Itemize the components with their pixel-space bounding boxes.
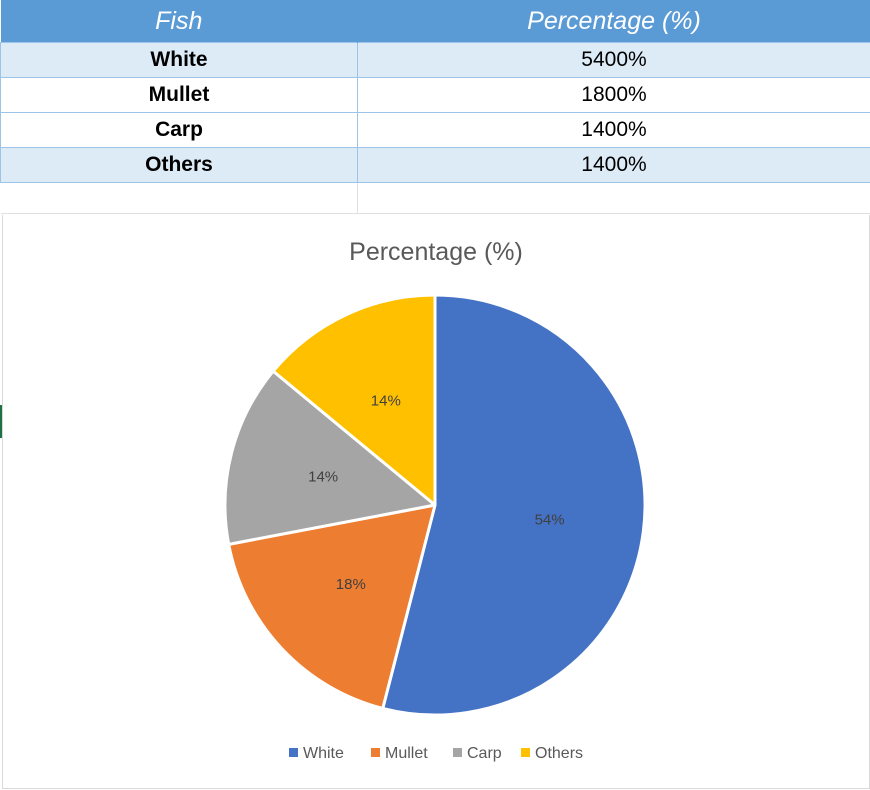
header-percentage[interactable]: Percentage (%)	[357, 0, 870, 43]
chart-title: Percentage (%)	[349, 238, 523, 266]
table-row: Mullet 1800%	[0, 77, 870, 113]
pie-chart[interactable]: Percentage (%) 54% 18% 14% 14% White Mullet C…	[2, 215, 870, 789]
sheet-edge-marker	[0, 405, 2, 438]
empty-cell[interactable]	[0, 182, 358, 214]
legend-swatch-white	[289, 748, 298, 757]
percentage-cell[interactable]: 1800%	[357, 77, 870, 113]
pie-slice-mullet[interactable]	[227, 503, 437, 710]
legend-label-mullet[interactable]: Mullet	[385, 745, 428, 762]
pie-slice-others[interactable]	[271, 293, 437, 507]
empty-table-row	[0, 182, 870, 214]
fish-cell[interactable]: White	[0, 42, 358, 78]
pie-slice-labels: 54% 18% 14% 14%	[308, 392, 564, 593]
chart-legend: White Mullet Carp Others	[289, 745, 583, 762]
fish-cell[interactable]: Mullet	[0, 77, 358, 113]
data-label-white: 54%	[535, 511, 565, 528]
empty-cell[interactable]	[357, 182, 870, 214]
pie-chart-canvas: Percentage (%) 54% 18% 14% 14% White Mullet C…	[223, 238, 647, 762]
percentage-cell[interactable]: 5400%	[357, 42, 870, 78]
table-row: White 5400%	[0, 42, 870, 78]
fish-cell[interactable]: Others	[0, 147, 358, 183]
legend-label-others[interactable]: Others	[535, 745, 583, 762]
table-header-row: Fish Percentage (%)	[0, 0, 870, 43]
legend-swatch-mullet	[371, 748, 380, 757]
table-row: Others 1400%	[0, 147, 870, 183]
data-label-mullet: 18%	[336, 576, 366, 593]
legend-label-carp[interactable]: Carp	[467, 745, 502, 762]
data-label-others: 14%	[371, 392, 401, 409]
pie-slice-white[interactable]	[381, 293, 647, 717]
percentage-cell[interactable]: 1400%	[357, 147, 870, 183]
pie-slice-carp[interactable]	[223, 369, 437, 546]
legend-swatch-others	[521, 748, 530, 757]
legend-label-white[interactable]: White	[303, 745, 344, 762]
data-table: Fish Percentage (%) White 5400% Mullet 1…	[0, 0, 870, 214]
pie-slices	[223, 293, 647, 717]
fish-cell[interactable]: Carp	[0, 112, 358, 148]
table-row: Carp 1400%	[0, 112, 870, 148]
percentage-cell[interactable]: 1400%	[357, 112, 870, 148]
data-label-carp: 14%	[308, 468, 338, 485]
header-fish[interactable]: Fish	[0, 0, 358, 43]
legend-swatch-carp	[453, 748, 462, 757]
